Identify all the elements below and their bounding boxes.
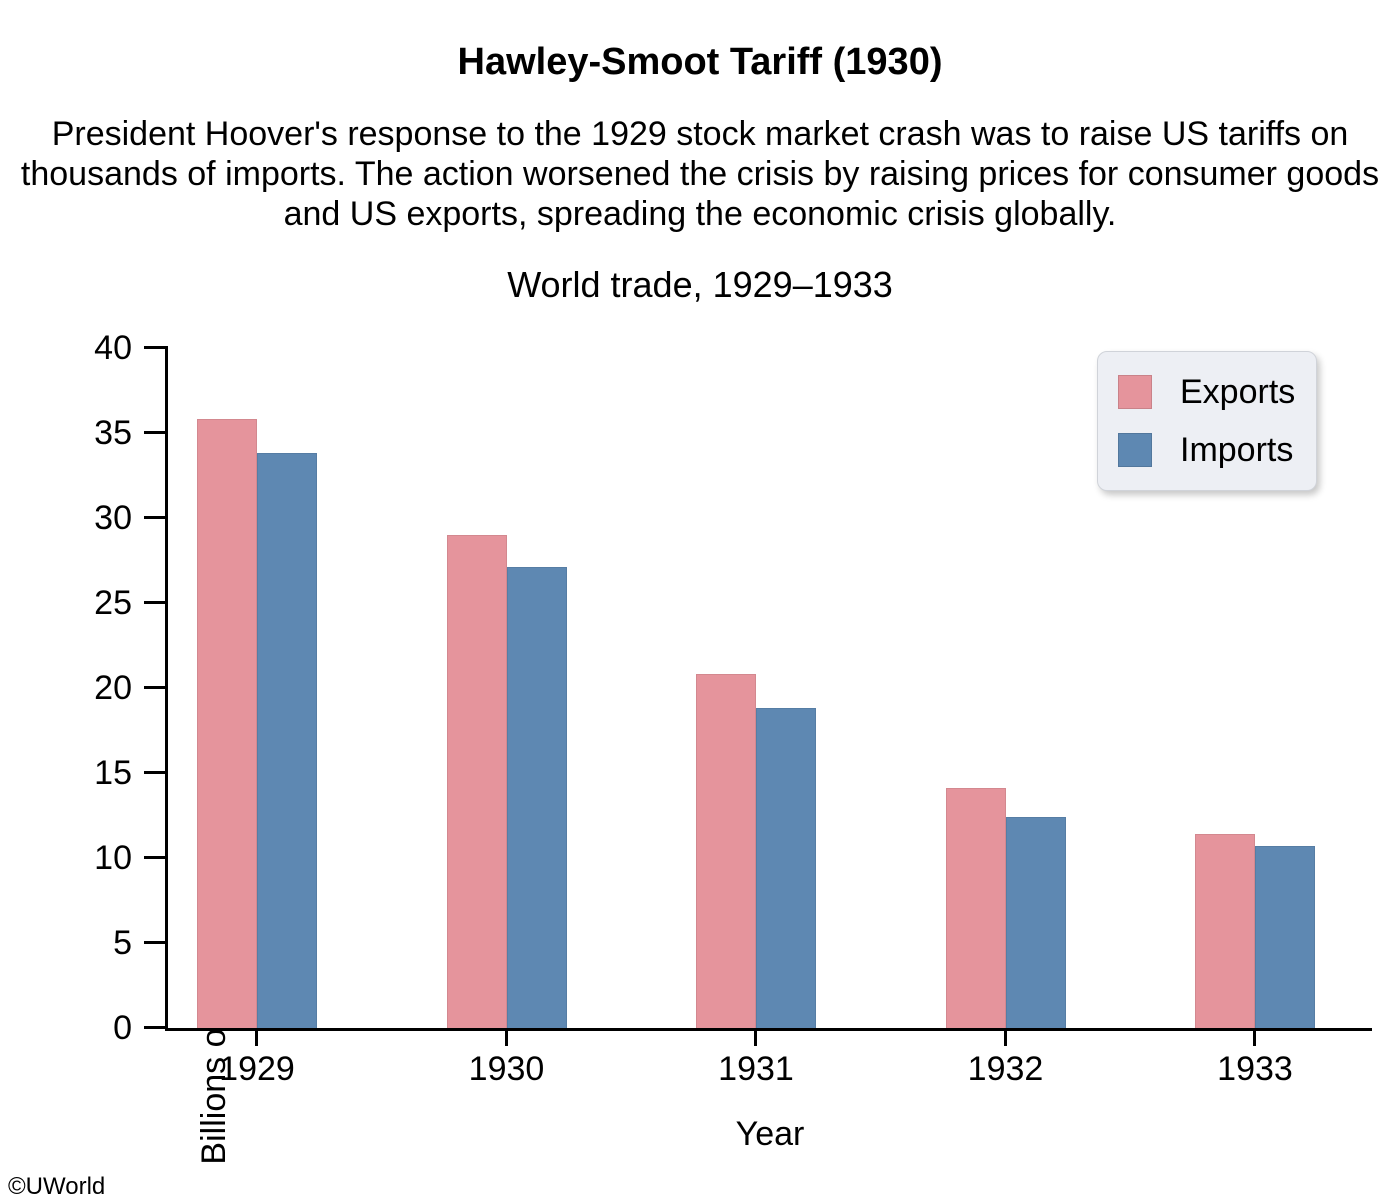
- chart-title: World trade, 1929–1933: [507, 264, 893, 305]
- y-tick-label: 15: [94, 754, 132, 792]
- x-tick: [1003, 1031, 1007, 1046]
- legend-swatch-imports: [1118, 433, 1152, 467]
- legend-label-exports: Exports: [1180, 373, 1296, 411]
- x-axis-title: Year: [735, 1115, 805, 1153]
- y-tick: [144, 941, 168, 944]
- x-tick-label: 1933: [1217, 1050, 1293, 1088]
- y-tick: [144, 601, 168, 604]
- x-tick-label: 1932: [967, 1050, 1044, 1088]
- y-tick-label: 0: [113, 1009, 132, 1047]
- plot-area: Billions of dollars 0 5 10 15 20 25 30 35 40 1929…: [94, 329, 1372, 1165]
- bar-imports-1933: [1255, 846, 1315, 1028]
- x-tick-label: 1931: [718, 1050, 794, 1088]
- legend-swatch-exports: [1118, 375, 1152, 409]
- x-tick-label: 1930: [468, 1050, 545, 1088]
- legend-item-imports: Imports: [1118, 432, 1316, 468]
- y-tick-label: 10: [94, 839, 132, 877]
- y-tick-label: 30: [94, 499, 132, 537]
- legend: Exports Imports: [1097, 351, 1317, 491]
- bar-imports-1932: [1005, 817, 1066, 1028]
- legend-item-exports: Exports: [1118, 374, 1316, 410]
- bar-exports-1933: [1195, 834, 1255, 1028]
- bar-exports-1930: [446, 535, 507, 1028]
- y-tick: [144, 346, 168, 349]
- x-tick: [504, 1031, 508, 1046]
- y-tick: [144, 1026, 168, 1029]
- x-tick: [255, 1031, 258, 1046]
- y-tick: [144, 856, 168, 859]
- legend-rows: Exports Imports: [1118, 374, 1316, 468]
- y-tick: [144, 686, 168, 689]
- x-tick: [754, 1031, 757, 1046]
- y-tick-label: 25: [94, 584, 132, 622]
- y-tick-label: 5: [113, 924, 132, 962]
- x-tick-label: 1929: [219, 1050, 295, 1088]
- bar-imports-1930: [506, 567, 567, 1028]
- bar-imports-1931: [756, 708, 816, 1028]
- y-tick: [144, 431, 168, 434]
- bar-exports-1929: [197, 419, 257, 1028]
- y-tick-label: 20: [94, 669, 132, 707]
- bar-exports-1932: [945, 788, 1006, 1028]
- y-tick: [144, 771, 168, 774]
- copyright-notice: ©UWorld: [8, 1173, 106, 1200]
- y-tick: [144, 516, 168, 519]
- bar-imports-1929: [257, 453, 317, 1028]
- y-tick-label: 35: [94, 414, 132, 452]
- figure-title: Hawley-Smoot Tariff (1930): [457, 41, 943, 83]
- legend-label-imports: Imports: [1180, 431, 1294, 469]
- bar-exports-1931: [696, 674, 756, 1028]
- y-tick-label: 40: [94, 329, 132, 367]
- figure-description: President Hoover's response to the 1929 …: [20, 115, 1380, 233]
- x-tick: [1253, 1031, 1256, 1046]
